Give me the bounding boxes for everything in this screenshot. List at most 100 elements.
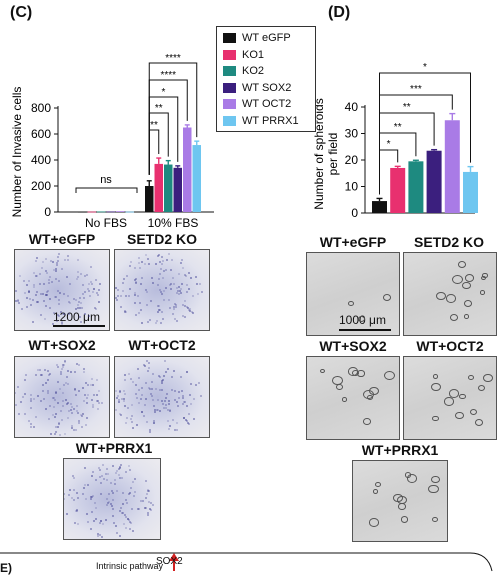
legend-label: WT OCT2 [242,98,292,110]
spheroid-speck [398,503,406,510]
cell-speck [121,511,124,514]
significance-label: * [423,62,427,73]
cell-speck [66,383,69,386]
cell-speck [180,258,183,261]
cell-speck [182,303,185,306]
cell-speck [157,253,160,256]
cell-speck [115,471,118,474]
cell-speck [28,280,31,283]
cell-speck [81,306,84,309]
x-tick-label: No FBS [85,216,127,230]
cell-speck [53,268,56,271]
cell-speck [32,320,35,323]
cell-speck [20,307,23,310]
spheroid-speck [436,291,447,301]
spheroid-speck [357,315,366,323]
cell-speck [84,274,87,277]
cell-speck [191,311,194,314]
cell-speck [76,270,79,273]
cell-speck [133,293,136,296]
cell-speck [162,289,165,292]
cell-speck [186,307,189,310]
cell-speck [146,360,149,363]
cell-speck [85,513,88,516]
cell-speck [162,318,165,321]
cell-speck [70,425,73,428]
cell-speck [188,288,191,291]
cell-speck [148,490,151,493]
spheroid-speck [368,518,379,527]
cell-speck [191,295,194,298]
micrograph-spheroid-prrx1 [352,460,448,542]
cell-speck [65,513,68,516]
panel-c-letter: (C) [10,4,33,21]
cell-speck [111,498,114,501]
legend-label: WT eGFP [242,32,291,44]
spheroid-speck [462,281,471,289]
panel-d-letter: (D) [328,4,351,21]
cell-speck [72,499,75,502]
cell-speck [62,384,65,387]
cell-speck [97,390,100,393]
cell-speck [32,271,35,274]
cell-speck [129,417,132,420]
cell-speck [188,308,191,311]
cell-speck [80,272,83,275]
cell-speck [144,506,147,509]
bar [116,211,125,213]
cell-speck [108,500,111,503]
spheroid-speck [463,314,470,319]
micrograph-spheroid-ko [403,252,497,336]
spheroid-speck [428,484,440,494]
cell-speck [141,387,144,390]
significance-label: ** [403,102,411,113]
cell-speck [58,291,61,294]
cell-speck [162,276,165,279]
cell-speck [36,257,39,260]
cell-speck [57,422,60,425]
cell-speck [164,287,167,290]
cell-speck [135,278,138,280]
cell-speck [63,313,66,316]
cell-speck [121,281,124,284]
cell-speck [115,396,118,399]
cell-speck [145,253,148,256]
cell-speck [117,473,120,476]
cell-speck [82,293,85,296]
cell-speck [27,290,30,293]
cell-speck [117,399,120,402]
cell-speck [151,394,154,397]
spheroid-speck [348,300,355,307]
cell-speck [49,307,52,310]
scale-bar-d [339,329,391,331]
cell-speck [59,433,62,436]
cell-speck [149,508,152,511]
cell-speck [141,260,144,263]
cell-speck [182,397,185,400]
cell-speck [17,302,20,305]
cell-speck [133,291,136,294]
cell-speck [67,254,70,257]
cell-speck [24,413,27,416]
cell-speck [60,409,63,412]
cell-speck [176,291,179,294]
cell-speck [116,395,119,398]
cell-speck [172,305,175,308]
cell-speck [117,294,120,297]
cell-speck [152,281,155,284]
cell-speck [176,421,179,424]
cell-speck [189,402,192,405]
cell-speck [168,307,171,310]
cell-speck [119,294,122,297]
cell-speck [77,259,80,262]
cell-speck [84,393,87,396]
cell-speck [121,492,124,495]
cell-speck [171,313,174,316]
cell-speck [41,260,44,263]
panel-d-label-ko: SETD2 KO [413,234,484,250]
cell-speck [139,267,142,270]
cell-speck [178,272,181,275]
panel-c-label-oct2: WT+OCT2 [128,337,196,353]
cell-speck [81,283,84,286]
cell-speck [160,399,163,402]
